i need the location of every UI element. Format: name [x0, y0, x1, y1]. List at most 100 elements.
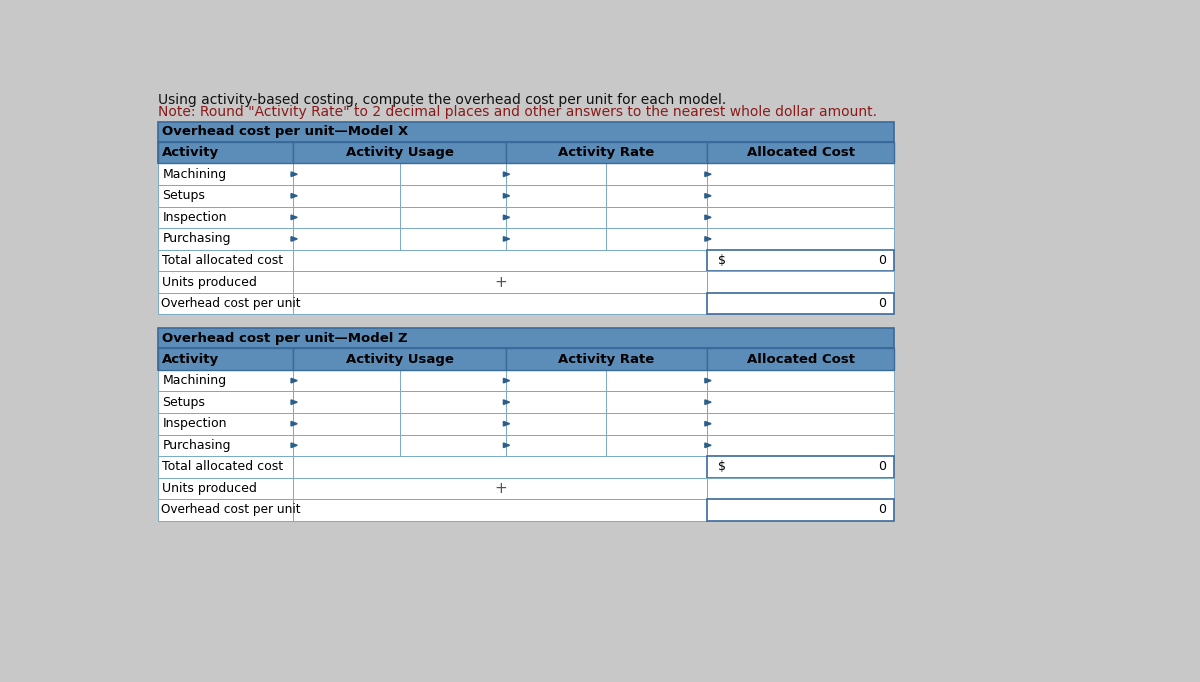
Bar: [293, 349, 505, 370]
Bar: [707, 413, 894, 434]
Bar: [400, 413, 505, 434]
Text: Total allocated cost: Total allocated cost: [162, 460, 283, 473]
Polygon shape: [292, 237, 298, 241]
Text: Machining: Machining: [162, 168, 227, 181]
Bar: [606, 413, 707, 434]
Bar: [606, 164, 707, 185]
Bar: [157, 271, 293, 293]
Bar: [606, 228, 707, 250]
Text: Machining: Machining: [162, 374, 227, 387]
Bar: [505, 413, 606, 434]
Polygon shape: [704, 215, 712, 220]
Text: Units produced: Units produced: [162, 276, 257, 288]
Bar: [293, 499, 707, 521]
Text: Inspection: Inspection: [162, 417, 227, 430]
Text: +: +: [494, 275, 506, 290]
Bar: [400, 185, 505, 207]
Polygon shape: [292, 194, 298, 198]
Polygon shape: [292, 172, 298, 177]
Text: Note: Round "Activity Rate" to 2 decimal places and other answers to the nearest: Note: Round "Activity Rate" to 2 decimal…: [157, 105, 877, 119]
Bar: [707, 456, 894, 477]
Bar: [505, 185, 606, 207]
Polygon shape: [504, 421, 510, 426]
Text: Purchasing: Purchasing: [162, 439, 230, 451]
Bar: [157, 349, 293, 370]
Bar: [707, 434, 894, 456]
Bar: [157, 207, 293, 228]
Text: Purchasing: Purchasing: [162, 233, 230, 246]
Polygon shape: [504, 172, 510, 177]
Text: Activity: Activity: [162, 146, 220, 159]
Text: $: $: [718, 460, 726, 473]
Bar: [293, 413, 400, 434]
Bar: [606, 370, 707, 391]
Bar: [505, 349, 707, 370]
Bar: [157, 122, 894, 142]
Polygon shape: [704, 237, 712, 241]
Bar: [400, 164, 505, 185]
Polygon shape: [292, 443, 298, 447]
Polygon shape: [292, 421, 298, 426]
Polygon shape: [504, 215, 510, 220]
Text: 0: 0: [878, 254, 887, 267]
Bar: [707, 370, 894, 391]
Bar: [293, 207, 400, 228]
Bar: [157, 142, 894, 164]
Bar: [707, 207, 894, 228]
Polygon shape: [704, 400, 712, 404]
Bar: [293, 185, 400, 207]
Bar: [293, 391, 400, 413]
Text: Allocated Cost: Allocated Cost: [746, 146, 854, 159]
Bar: [707, 250, 894, 271]
Bar: [157, 434, 293, 456]
Bar: [707, 271, 894, 293]
Bar: [293, 164, 400, 185]
Text: Activity Rate: Activity Rate: [558, 146, 655, 159]
Bar: [157, 413, 293, 434]
Bar: [707, 164, 894, 185]
Bar: [400, 370, 505, 391]
Bar: [400, 207, 505, 228]
Bar: [707, 499, 894, 521]
Bar: [606, 207, 707, 228]
Bar: [707, 142, 894, 164]
Polygon shape: [292, 379, 298, 383]
Bar: [505, 164, 606, 185]
Bar: [157, 391, 293, 413]
Bar: [707, 228, 894, 250]
Polygon shape: [704, 443, 712, 447]
Text: Overhead cost per unit: Overhead cost per unit: [161, 297, 300, 310]
Text: Using activity-based costing, compute the overhead cost per unit for each model.: Using activity-based costing, compute th…: [157, 93, 726, 107]
Text: +: +: [494, 481, 506, 496]
Bar: [505, 207, 606, 228]
Bar: [400, 228, 505, 250]
Polygon shape: [292, 400, 298, 404]
Polygon shape: [504, 194, 510, 198]
Text: Overhead cost per unit: Overhead cost per unit: [161, 503, 300, 516]
Text: 0: 0: [878, 503, 887, 516]
Text: Total allocated cost: Total allocated cost: [162, 254, 283, 267]
Bar: [707, 293, 894, 314]
Bar: [157, 456, 293, 477]
Bar: [157, 185, 293, 207]
Text: 0: 0: [878, 297, 887, 310]
Bar: [505, 370, 606, 391]
Text: Units produced: Units produced: [162, 482, 257, 495]
Bar: [157, 477, 293, 499]
Text: 0: 0: [878, 460, 887, 473]
Bar: [157, 250, 293, 271]
Bar: [157, 328, 894, 349]
Bar: [400, 391, 505, 413]
Bar: [157, 349, 894, 370]
Bar: [157, 293, 293, 314]
Bar: [707, 349, 894, 370]
Text: Activity Usage: Activity Usage: [346, 146, 454, 159]
Text: Activity Usage: Activity Usage: [346, 353, 454, 366]
Bar: [157, 142, 293, 164]
Polygon shape: [504, 443, 510, 447]
Bar: [293, 271, 707, 293]
Bar: [707, 391, 894, 413]
Bar: [293, 370, 400, 391]
Polygon shape: [504, 237, 510, 241]
Polygon shape: [292, 215, 298, 220]
